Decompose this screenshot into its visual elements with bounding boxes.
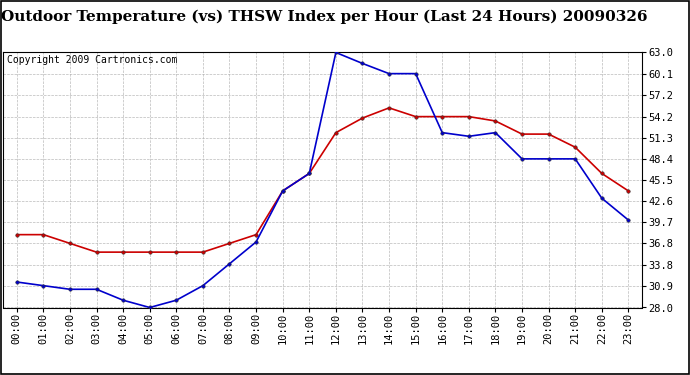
Text: Copyright 2009 Cartronics.com: Copyright 2009 Cartronics.com	[7, 55, 177, 65]
Text: Outdoor Temperature (vs) THSW Index per Hour (Last 24 Hours) 20090326: Outdoor Temperature (vs) THSW Index per …	[1, 9, 647, 24]
